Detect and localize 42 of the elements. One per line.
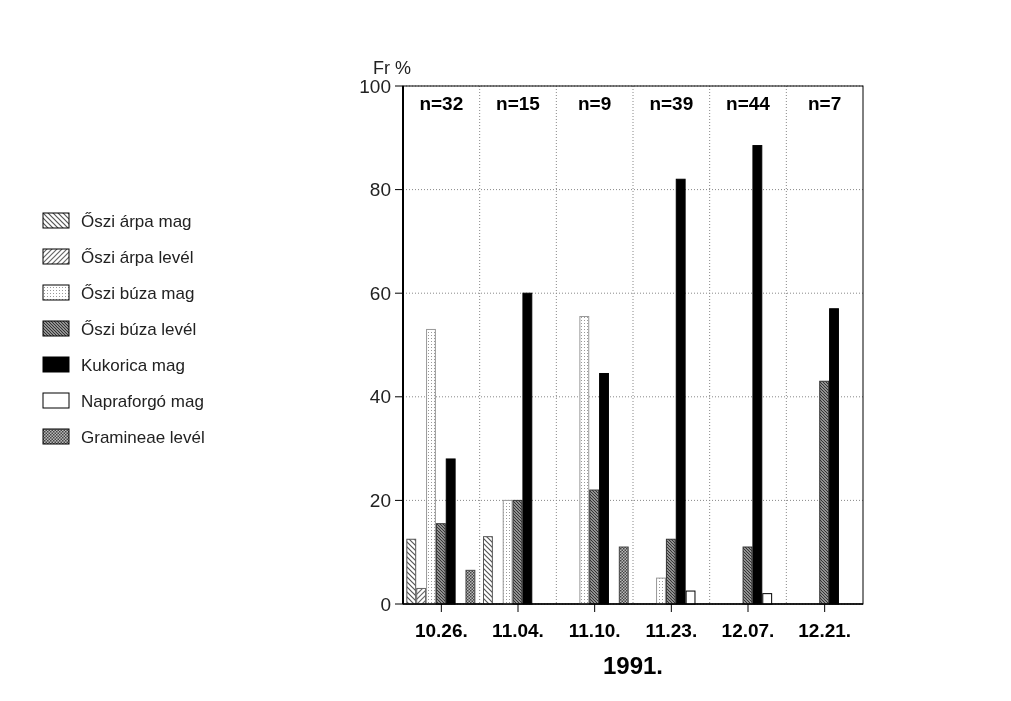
y-tick-label: 40 xyxy=(369,386,391,408)
x-tick-label: 10.26. xyxy=(414,620,468,641)
x-tick-label: 12.21. xyxy=(798,620,852,641)
bar xyxy=(416,587,427,605)
y-axis-title: Fr % xyxy=(373,58,411,78)
legend-label: Őszi árpa levél xyxy=(81,247,194,267)
annotation: n=44 xyxy=(726,93,771,114)
bar xyxy=(579,316,590,605)
x-tick-label: 11.04. xyxy=(492,620,544,641)
x-axis-title: 1991. xyxy=(602,652,664,679)
bar xyxy=(426,328,436,605)
bar xyxy=(512,499,523,605)
legend-label: Őszi árpa mag xyxy=(81,211,192,231)
bar xyxy=(742,546,753,605)
bar xyxy=(819,380,830,605)
bar xyxy=(406,538,417,605)
legend-label: Őszi búza levél xyxy=(81,319,197,339)
bar xyxy=(665,538,676,605)
legend-label: Napraforgó mag xyxy=(81,391,204,411)
x-tick-label: 11.23. xyxy=(645,620,698,641)
y-tick-label: 20 xyxy=(369,490,391,512)
x-tick-label: 11.10. xyxy=(568,620,621,641)
annotation: n=7 xyxy=(808,93,842,114)
annotation: n=9 xyxy=(578,93,612,114)
y-tick-label: 0 xyxy=(380,593,391,615)
x-tick-label: 12.07. xyxy=(721,620,775,641)
legend-label: Kukorica mag xyxy=(81,355,185,375)
y-tick-label: 80 xyxy=(369,179,391,201)
bar xyxy=(618,546,629,605)
y-tick-label: 100 xyxy=(359,75,391,97)
bar xyxy=(465,569,476,605)
bar xyxy=(435,523,446,605)
annotation: n=32 xyxy=(419,93,464,114)
legend-label: Őszi búza mag xyxy=(81,283,195,303)
bar xyxy=(483,536,493,605)
y-tick-label: 60 xyxy=(369,282,391,304)
bar xyxy=(589,489,600,605)
bar xyxy=(502,499,513,605)
annotation: n=15 xyxy=(496,93,541,114)
annotation: n=39 xyxy=(649,93,694,114)
legend-label: Gramineae levél xyxy=(81,427,205,447)
bar xyxy=(656,577,666,605)
